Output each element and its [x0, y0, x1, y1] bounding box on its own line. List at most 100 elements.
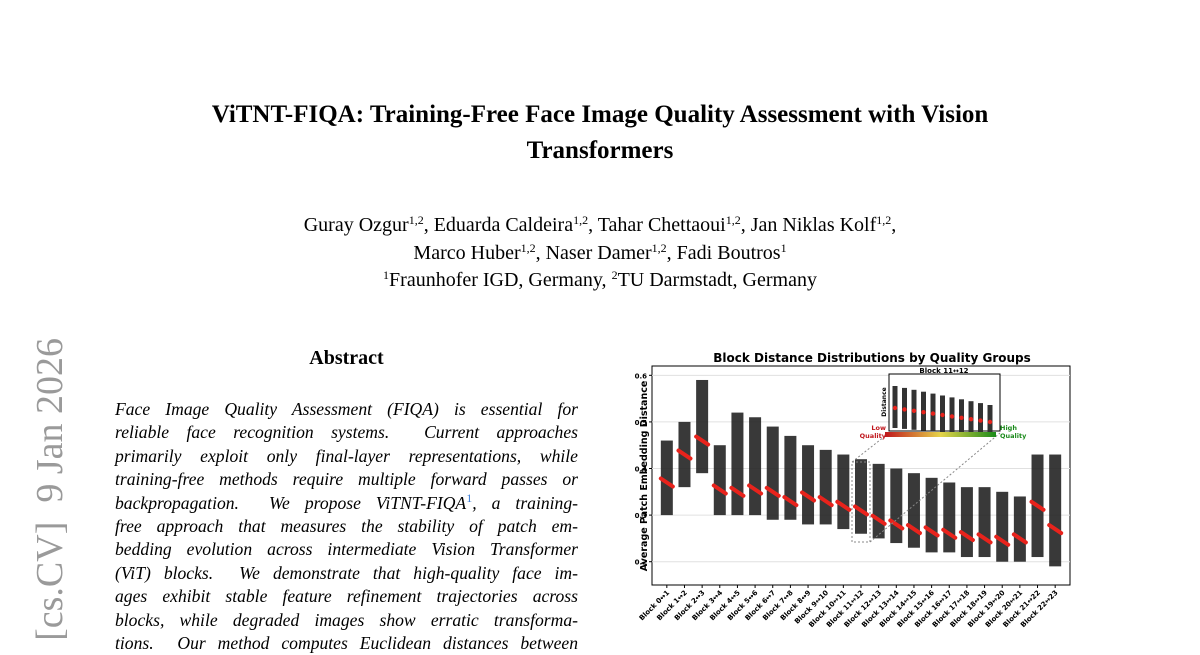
median-trend: [782, 495, 799, 508]
abstract-line: ages exhibit stable feature refinement t…: [115, 586, 578, 607]
median-trend: [976, 532, 993, 545]
distribution-band: [731, 412, 744, 516]
distribution-band: [766, 426, 779, 520]
median-trend: [694, 434, 711, 447]
zoom-region: [851, 461, 871, 543]
affiliation-mark: 1,2: [408, 213, 424, 227]
median-trend: [817, 495, 834, 508]
abstract-line: (ViT) blocks. We demonstrate that high-q…: [115, 562, 578, 583]
author-name: Tahar Chettaoui: [597, 214, 726, 236]
separator: ,: [588, 214, 594, 236]
y-axis-label: Average Patch Embedding Distance: [639, 381, 650, 572]
median-trend: [764, 485, 781, 498]
affiliation-mark: 1: [383, 268, 390, 282]
median-trend: [905, 523, 922, 536]
median-trend: [711, 483, 728, 496]
distribution-band: [960, 487, 973, 558]
median-trend: [747, 483, 764, 496]
distribution-band: [1013, 496, 1026, 562]
distribution-band: [660, 440, 673, 516]
median-trend: [1029, 499, 1046, 512]
text: backpropagation. We propose ViTNT-FIQA: [115, 492, 467, 513]
inset-title: Block 11↔12: [919, 367, 968, 375]
distribution-band: [802, 445, 815, 525]
inset-median: [987, 419, 993, 425]
inset-median: [930, 411, 936, 416]
inset-median: [959, 415, 964, 420]
figure-title: Block Distance Distributions by Quality …: [713, 351, 1031, 365]
title-line: ViTNT-FIQA: Training-Free Face Image Qua…: [211, 101, 989, 128]
authors: Guray Ozgur1,2, Eduarda Caldeira1,2, Tah…: [0, 212, 1200, 295]
abstract-line: training-free methods require multiple f…: [115, 469, 578, 490]
affiliation-name: TU Darmstadt, Germany: [617, 269, 817, 291]
inset-y-label: Distance: [881, 387, 888, 416]
median-trend: [676, 448, 693, 461]
affiliation-mark: 1,2: [876, 213, 892, 227]
affiliation-line: 1Fraunhofer IGD, Germany, 2TU Darmstadt,…: [0, 267, 1200, 295]
author-name: Marco Huber: [413, 241, 521, 264]
median-trend: [923, 525, 940, 538]
distribution-band: [890, 468, 903, 544]
abstract-line: backpropagation. We propose ViTNT-FIQA1,…: [115, 492, 578, 515]
distribution-band: [855, 459, 867, 534]
affiliation-mark: 1: [780, 240, 787, 255]
author-name: Jan Niklas Kolf: [750, 214, 877, 236]
y-tick-label: 0.2: [635, 559, 648, 567]
text: , a training-: [472, 492, 578, 513]
distribution-band: [925, 477, 938, 553]
distribution-band: [749, 417, 762, 516]
median-trend: [1011, 532, 1028, 545]
high-quality-label: Quality: [1000, 432, 1027, 440]
affiliation-name: Fraunhofer IGD, Germany,: [389, 269, 607, 291]
separator: ,: [423, 214, 429, 236]
distribution-band: [819, 449, 832, 525]
median-trend: [888, 518, 905, 531]
median-trend: [941, 527, 958, 540]
distribution-band: [996, 491, 1009, 562]
y-tick-label: 0.3: [635, 512, 648, 520]
y-tick-label: 0.5: [635, 419, 648, 427]
abstract-line: blocks, while degraded images show errat…: [115, 609, 578, 630]
distribution-band: [872, 463, 885, 539]
distribution-band: [837, 454, 850, 530]
inset-median: [949, 414, 955, 419]
abstract-line: Face Image Quality Assessment (FIQA) is …: [115, 399, 578, 419]
distribution-band: [696, 379, 709, 474]
inset-median: [978, 418, 983, 423]
y-tick-label: 0.6: [635, 372, 648, 380]
separator: ,: [891, 214, 897, 236]
author-name: Eduarda Caldeira: [433, 214, 574, 236]
inset-median: [902, 407, 907, 412]
zoom-line: [869, 432, 1001, 543]
distribution-band: [713, 445, 726, 516]
distribution-band: [978, 487, 991, 558]
author-line: Marco Huber1,2, Naser Damer1,2, Fadi Bou…: [0, 240, 1200, 268]
affiliation-mark: 2: [611, 268, 618, 282]
abstract-heading: Abstract: [309, 347, 384, 369]
distribution-band: [784, 435, 797, 520]
abstract-text: Face Image Quality Assessment (FIQA) is …: [115, 398, 578, 655]
inset-median: [940, 412, 945, 418]
low-quality-label: Low: [871, 424, 886, 432]
abstract-line: free approach that measures the stabilit…: [115, 516, 578, 537]
title-line: Transformers: [526, 137, 674, 164]
affiliation-mark: 1,2: [520, 240, 536, 255]
distribution-band: [943, 482, 956, 553]
distribution-band: [907, 473, 920, 548]
author-line: Guray Ozgur1,2, Eduarda Caldeira1,2, Tah…: [0, 212, 1200, 240]
quality-gradient: [885, 432, 996, 437]
author-name: Fadi Boutros: [676, 241, 781, 264]
affiliation-mark: 1,2: [573, 213, 589, 227]
median-trend: [958, 530, 975, 543]
separator: ,: [666, 241, 672, 264]
separator: ,: [740, 214, 746, 236]
median-trend: [835, 499, 852, 512]
low-quality-label: Quality: [860, 432, 887, 440]
affiliation-mark: 1,2: [725, 213, 741, 227]
abstract-line: primarily exploit only final-layer repre…: [115, 445, 578, 466]
affiliation-mark: 1,2: [651, 240, 667, 255]
inset-median: [921, 410, 926, 415]
y-tick-label: 0.4: [635, 466, 648, 474]
